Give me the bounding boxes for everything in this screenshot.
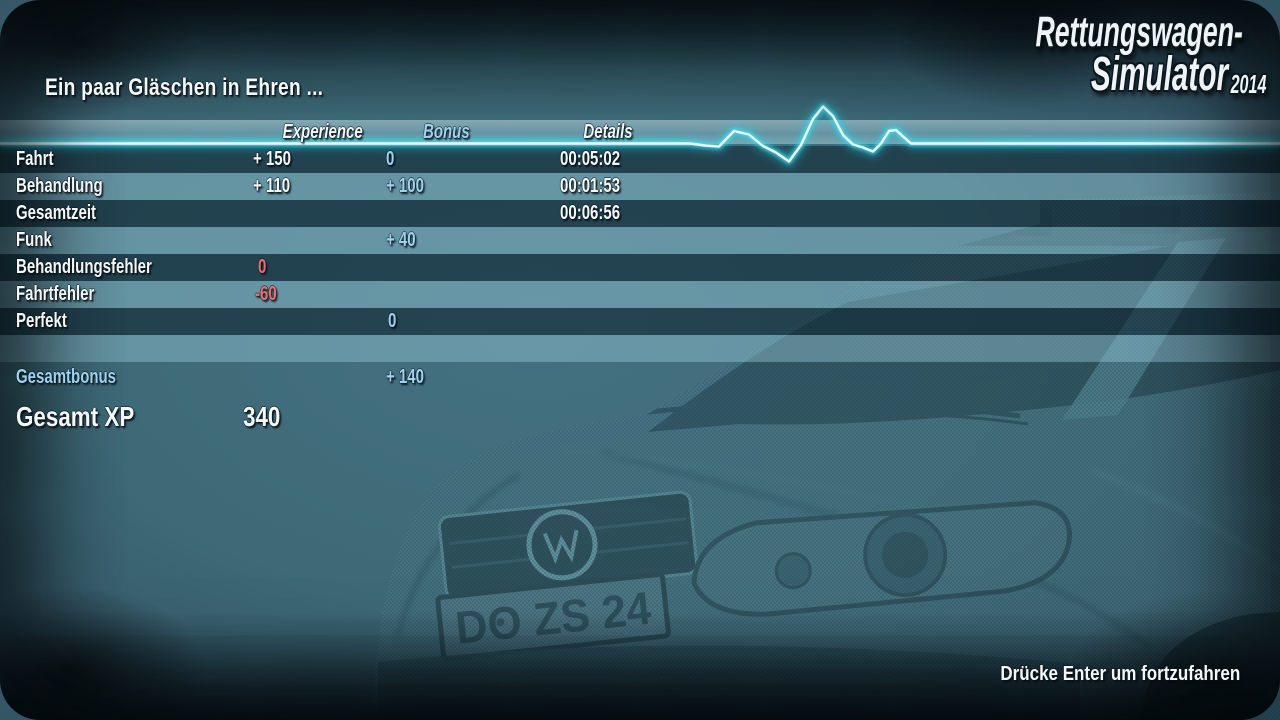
row-bonus-value: 0 [388, 310, 397, 332]
column-header-experience: Experience [282, 121, 363, 143]
game-logo-line2: Simulator 2014 [1035, 48, 1266, 101]
row-details-value: 00:06:56 [559, 202, 620, 224]
mission-title: Ein paar Gläschen in Ehren ... [45, 74, 324, 101]
total-xp-value: 340 [243, 401, 281, 432]
game-logo: Rettungswagen- Simulator 2014 [1035, 8, 1266, 101]
row-label: Behandlung [16, 175, 103, 197]
total-bonus-label: Gesamtbonus [16, 366, 117, 388]
row-label: Behandlungsfehler [16, 256, 152, 278]
row-bonus-value: 0 [386, 148, 395, 170]
row-label: Fahrt [16, 148, 54, 170]
row-label: Funk [16, 229, 52, 251]
row-label: Perfekt [16, 310, 67, 332]
game-logo-title: Simulator [1090, 48, 1228, 101]
game-logo-year: 2014 [1230, 69, 1266, 99]
column-header-bonus: Bonus [423, 121, 470, 143]
row-bonus-value: + 40 [386, 229, 416, 251]
game-logo-line1: Rettungswagen- [1035, 8, 1243, 56]
row-details-value: 00:05:02 [559, 148, 620, 170]
row-experience-value: + 150 [253, 148, 291, 170]
row-bonus-value: + 100 [386, 175, 424, 197]
continue-prompt: Drücke Enter um fortzufahren [1000, 663, 1240, 685]
total-bonus-value: + 140 [386, 366, 424, 388]
row-experience-value-error: 0 [258, 256, 267, 278]
total-xp-label: Gesamt XP [16, 401, 135, 432]
row-experience-value-error: -60 [255, 283, 277, 305]
row-label: Fahrtfehler [16, 283, 95, 305]
row-label: Gesamtzeit [16, 202, 97, 224]
row-experience-value: + 110 [253, 175, 291, 197]
column-header-details: Details [583, 121, 633, 143]
row-details-value: 00:01:53 [559, 175, 620, 197]
